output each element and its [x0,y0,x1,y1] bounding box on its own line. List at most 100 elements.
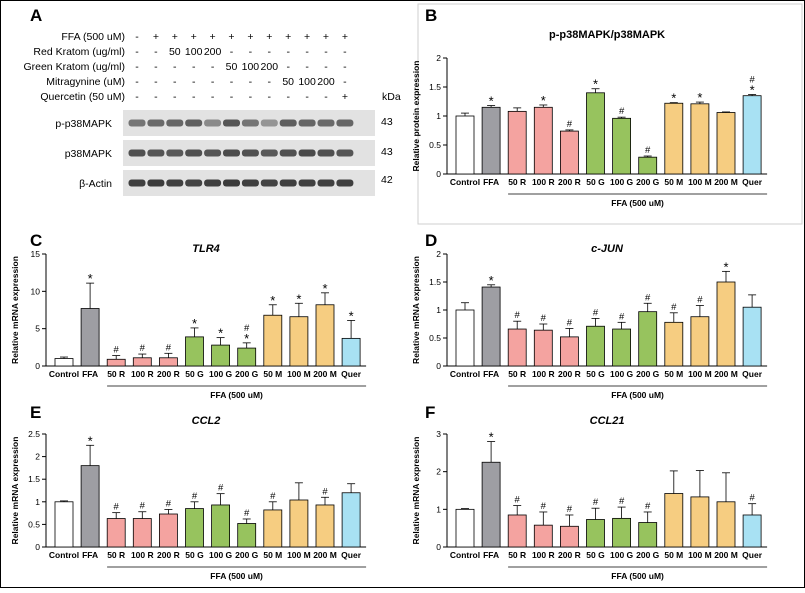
wb-kda-p38mapk: 43 [381,146,393,158]
x-tick-label: 50 G [586,550,605,560]
significance-hash: # [515,495,521,506]
bar [507,514,527,548]
significance-star: * [750,83,755,98]
bar [638,311,658,367]
bar [638,156,658,175]
y-tick-label: 2 [436,249,441,259]
y-tick-label: 1.5 [28,474,40,484]
significance-hash: # [322,486,328,497]
wb-cell: - [286,61,290,73]
chart-panel-d: c-JUN 0 0.5 1 1.5 2 Relative mRNA expression Co… [411,243,768,400]
wb-row-label-green-kratom: Green Kratom (ug/ml) [23,61,125,73]
x-tick-label: 200 G [636,177,660,187]
bar [742,95,762,175]
chart-panel-f: CCL21 0 1 2 3 Relative mRNA expression Control… [411,415,768,581]
significance-hash: # [593,497,599,508]
bar [158,357,178,367]
wb-row-label-mitragynine: Mitragynine (uM) [46,76,125,88]
significance-hash: # [671,302,677,313]
x-tick-label: FFA [483,369,499,379]
wb-cell: 200 [261,61,279,73]
significance-star: * [349,308,354,323]
wb-cell: 50 [282,76,294,88]
blot-band [204,179,222,187]
blot-band [204,149,222,157]
bar [263,509,283,548]
x-tick-label: 200 M [313,369,337,379]
x-tick-label: Control [49,550,79,560]
x-tick-label: 100 G [610,369,634,379]
bar [455,309,475,367]
y-tick-label: 2 [35,452,40,462]
bar [586,92,605,175]
significance-star: * [296,291,301,306]
wb-cell: 200 [317,76,335,88]
group-label: FFA (500 uM) [210,571,263,581]
group-label: FFA (500 uM) [611,390,664,400]
bar [690,316,710,367]
bar [106,518,126,548]
x-tick-label: 100 R [532,369,555,379]
wb-cell: - [268,46,272,58]
blot-band [317,149,335,157]
wb-cell: - [211,91,215,103]
panel-letter-a: A [30,6,42,25]
blot-band [204,119,222,127]
x-tick-label: FFA [483,177,499,187]
x-tick-label: Control [450,369,480,379]
x-tick-label: 100 M [688,369,712,379]
bar [237,523,257,548]
blot-band [241,149,259,157]
significance-star: * [322,281,327,296]
significance-hash: # [593,307,599,318]
x-tick-label: Quer [742,177,763,187]
x-tick-label: Quer [742,550,763,560]
x-tick-label: 50 M [263,369,282,379]
wb-cell: + [323,31,329,43]
significance-star: * [671,91,676,106]
blot-band [223,119,240,127]
blot-band [185,149,203,157]
wb-cell: - [230,91,234,103]
wb-row-label-ffa: FFA (500 uM) [61,31,125,43]
x-tick-label: 50 G [586,177,605,187]
x-tick-label: 50 R [508,177,526,187]
significance-hash: # [567,317,573,328]
bar [263,314,283,367]
x-tick-label: 200 M [313,550,337,560]
wb-cell: - [135,76,139,88]
blot-band [223,179,240,187]
bar [612,328,631,367]
chart-title: p-p38MAPK/p38MAPK [549,29,665,41]
x-tick-label: 100 G [209,369,233,379]
x-tick-label: FFA [82,369,98,379]
significance-star: * [723,259,728,274]
wb-cell: - [173,76,177,88]
significance-star: * [88,433,93,448]
significance-hash: # [567,119,573,130]
y-tick-label: 1 [35,497,40,507]
bar [211,504,231,548]
blot-band [166,149,184,157]
wb-row-label-quercetin: Quercetin (50 uM) [40,91,125,103]
x-tick-label: 200 M [714,550,738,560]
wb-band-label-p-p38mapk: p-p38MAPK [55,118,112,130]
chart-panel-e: CCL2 0 0.5 1 1.5 2 2.5 Relative mRNA expression… [10,415,367,581]
bar [690,103,710,175]
significance-hash: # [244,508,250,519]
y-tick-label: 1 [436,111,441,121]
blot-band [279,149,297,157]
x-tick-label: 50 G [185,550,204,560]
significance-hash: # [114,502,120,513]
wb-cell: + [285,31,291,43]
wb-cell: - [135,61,139,73]
panel-letter-d: D [425,231,437,250]
significance-hash: # [541,313,547,324]
x-tick-label: 100 M [287,550,311,560]
bar [612,117,631,175]
wb-cell: - [211,76,215,88]
blot-band [298,179,316,187]
bar [586,325,605,367]
bar [211,344,231,367]
wb-cell: + [172,31,178,43]
